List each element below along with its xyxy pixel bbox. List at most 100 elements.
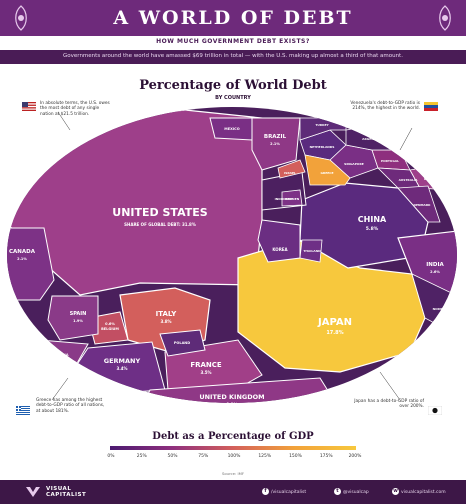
label-sweden: SWEDEN bbox=[285, 197, 300, 201]
label-china: CHINA bbox=[358, 215, 387, 224]
label-france: FRANCE bbox=[190, 361, 222, 369]
description-band bbox=[0, 50, 466, 64]
visual-capitalist-logo-icon[interactable] bbox=[26, 487, 40, 497]
gdp-tick: 50% bbox=[167, 454, 178, 459]
note-greece: Greece has among the highest debt-to-GDP… bbox=[36, 398, 105, 414]
gdp-ticks: 0% 25% 50% 75% 100% 125% 150% 175% 200% bbox=[96, 454, 370, 464]
callout-line-greece bbox=[51, 377, 69, 401]
label-netherlands: NETHERLANDS bbox=[310, 145, 335, 149]
right-ornament-icon bbox=[439, 5, 451, 31]
website-url: visualcapitalist.com bbox=[401, 490, 446, 495]
venezuela-flag-icon bbox=[424, 102, 438, 111]
label-belgium: BELGIUM bbox=[101, 327, 119, 331]
label-united-kingdom: UNITED KINGDOM bbox=[199, 393, 264, 401]
question-band bbox=[0, 36, 466, 48]
label-singapore: SINGAPORE bbox=[344, 162, 364, 166]
us-flag-icon bbox=[22, 102, 36, 111]
label-india: INDIA bbox=[426, 262, 444, 268]
label-thailand: THAILAND bbox=[303, 249, 321, 253]
twitter-link[interactable]: t @visualcap bbox=[334, 488, 369, 496]
value-italy: 3.8% bbox=[160, 319, 171, 324]
note-usa: In absolute terms, the U.S. owes the mos… bbox=[40, 101, 110, 117]
label-spain: SPAIN bbox=[70, 311, 87, 317]
region-brazil bbox=[251, 117, 301, 171]
gdp-tick: 175% bbox=[319, 454, 333, 459]
note-venezuela: Venezuela's debt-to-GDP ratio is 214%, t… bbox=[350, 101, 420, 112]
gdp-tick: 150% bbox=[289, 454, 302, 459]
gdp-tick: 25% bbox=[136, 454, 147, 459]
value-japan: 17.8% bbox=[326, 330, 343, 336]
value-brazil: 2.1% bbox=[270, 142, 280, 146]
page-question: HOW MUCH GOVERNMENT DEBT EXISTS? bbox=[156, 38, 310, 45]
japan-flag-icon bbox=[428, 406, 442, 415]
label-italy: ITALY bbox=[156, 310, 178, 318]
label-portugal: PORTUGAL bbox=[381, 159, 399, 163]
greece-flag-icon bbox=[16, 406, 30, 415]
facebook-link[interactable]: f/visualcapitalist bbox=[262, 488, 306, 496]
label-greece: GREECE bbox=[320, 171, 333, 175]
gdp-gradient-bar bbox=[110, 446, 356, 450]
label-germany: GERMANY bbox=[104, 357, 141, 365]
label-indonesia: INDONESIA bbox=[275, 197, 295, 201]
callout-line-japan bbox=[379, 371, 401, 401]
gdp-tick: 75% bbox=[198, 454, 209, 459]
facebook-handle: /visualcapitalist bbox=[271, 490, 307, 495]
region-korea bbox=[257, 219, 301, 263]
region-mexico bbox=[209, 117, 253, 141]
label-brazil: BRAZIL bbox=[264, 134, 287, 140]
callout-line-usa bbox=[57, 111, 71, 131]
twitter-handle: @visualcap bbox=[343, 490, 369, 495]
twitter-icon: t bbox=[334, 488, 341, 495]
label-turkey: TURKEY bbox=[315, 123, 329, 127]
globe-icon: w bbox=[392, 488, 399, 495]
value-germany: 3.4% bbox=[116, 366, 127, 371]
label-norway: NORWAY bbox=[433, 307, 449, 311]
left-ornament-icon bbox=[15, 5, 27, 31]
region-canada bbox=[7, 227, 55, 301]
label-mexico: MEXICO bbox=[224, 127, 239, 131]
gdp-scale-title: Debt as a Percentage of GDP bbox=[152, 431, 314, 442]
source-note: Source: IMF bbox=[221, 471, 245, 476]
brand-bottom: CAPITALIST bbox=[46, 492, 87, 498]
gdp-tick: 125% bbox=[258, 454, 272, 459]
facebook-icon: f bbox=[262, 488, 269, 495]
region-spain bbox=[47, 295, 99, 341]
website-link[interactable]: w visualcapitalist.com bbox=[392, 488, 446, 496]
note-japan: Japan has a debt-to-GDP ratio of over 20… bbox=[354, 399, 424, 410]
label-russia: RUSSIA bbox=[424, 177, 437, 181]
label-japan: JAPAN bbox=[317, 317, 352, 328]
label-denmark: DENMARK bbox=[414, 203, 432, 207]
brand-name[interactable]: VISUAL CAPITALIST bbox=[46, 486, 86, 498]
header-banner: A WORLD OF DEBT bbox=[0, 0, 466, 36]
value-canada: 2.1% bbox=[17, 257, 27, 261]
value-china: 5.8% bbox=[366, 226, 379, 232]
value-spain: 1.9% bbox=[73, 319, 83, 323]
footer bbox=[0, 480, 466, 504]
value-india: 2.6% bbox=[430, 270, 440, 274]
page-title: A WORLD OF DEBT bbox=[113, 7, 353, 29]
region-thailand bbox=[299, 239, 323, 263]
gdp-tick: 0% bbox=[107, 454, 115, 459]
value-united-kingdom: 3.2% bbox=[226, 402, 237, 407]
label-israel: ISRAEL bbox=[284, 171, 296, 175]
label-canada: CANADA bbox=[9, 249, 36, 255]
page-description: Governments around the world have amasse… bbox=[63, 53, 403, 59]
label-australia: AUSTRALIA bbox=[399, 178, 419, 182]
chart-title: Percentage of World Debt bbox=[139, 78, 327, 93]
label-argentina: ARGENTINA bbox=[362, 137, 382, 141]
gdp-tick: 100% bbox=[227, 454, 241, 459]
region-denmark bbox=[397, 185, 441, 223]
value-united-states: SHARE OF GLOBAL DEBT: 31.8% bbox=[124, 222, 196, 227]
callout-line-venezuela bbox=[399, 127, 413, 151]
value-france: 3.5% bbox=[200, 370, 211, 375]
gdp-tick: 200% bbox=[348, 454, 362, 459]
value-belgium: 0.6% bbox=[105, 322, 115, 326]
label-poland: POLAND bbox=[174, 341, 190, 345]
region-sweden bbox=[281, 189, 303, 207]
region-poland bbox=[159, 329, 206, 357]
region-israel bbox=[277, 159, 306, 179]
label-united-states: UNITED STATES bbox=[112, 206, 207, 219]
region-greece bbox=[304, 154, 351, 186]
